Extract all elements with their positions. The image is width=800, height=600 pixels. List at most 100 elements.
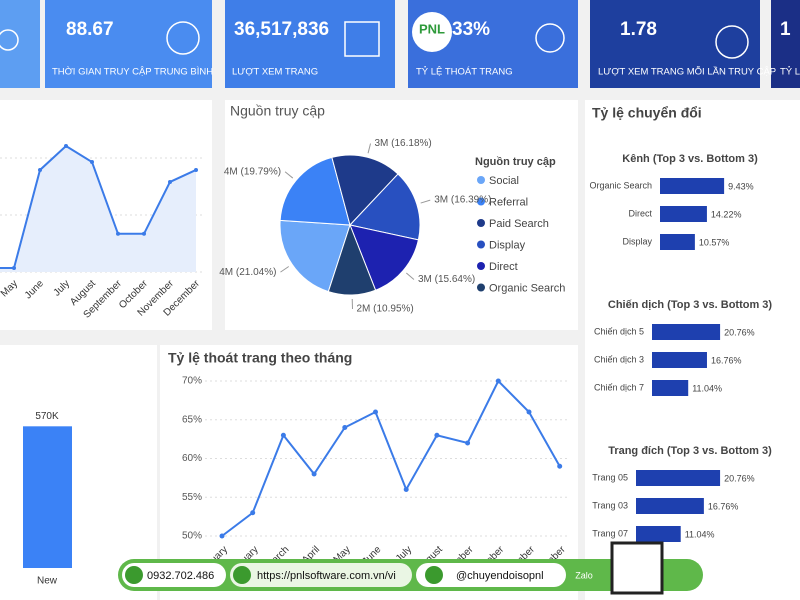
point [116, 231, 120, 236]
legend-title: Nguồn truy cập [475, 156, 556, 168]
point [280, 432, 286, 438]
row-label: Chiến dịch 5 [594, 326, 644, 336]
point [434, 432, 440, 438]
slice-label: 3M (16.18%) [375, 138, 432, 149]
leader-line [280, 266, 290, 273]
website[interactable]: https://pnlsoftware.com.vn/vi [257, 570, 396, 582]
kpi-card [771, 0, 800, 88]
point [373, 409, 378, 415]
point [250, 510, 256, 516]
kpi-card [225, 0, 395, 88]
pill [230, 563, 412, 587]
legend-label: Organic Search [489, 282, 565, 294]
x-tick-label: New [37, 576, 58, 587]
bar-label: 16.76% [708, 501, 739, 511]
slice-label: 4M (21.04%) [219, 267, 276, 278]
point [142, 231, 146, 236]
bar [652, 380, 689, 396]
kpi-card [590, 0, 760, 88]
kpi-label: TỶ LỆ THOÁT TRANG [416, 66, 513, 78]
slice-label: 3M (15.64%) [418, 274, 475, 285]
point [194, 167, 198, 172]
bar [23, 426, 72, 568]
point [90, 159, 94, 164]
point [526, 409, 532, 415]
point [168, 179, 172, 184]
slice-label: 4M (19.79%) [224, 166, 281, 177]
legend-swatch [477, 240, 485, 249]
phone-icon [125, 566, 143, 584]
group-title: Kênh (Top 3 vs. Bottom 3) [622, 153, 758, 165]
conversion-title: Tỷ lệ chuyển đổi [592, 105, 702, 121]
card [160, 345, 578, 600]
leader-line [406, 272, 415, 280]
leader-line [284, 171, 294, 179]
bar [652, 352, 707, 368]
point [465, 440, 471, 446]
pie-slice [349, 224, 419, 291]
logo [412, 12, 452, 52]
web-icon [233, 566, 251, 584]
pill [416, 563, 566, 587]
line [221, 379, 561, 537]
legend-label: Referral [489, 196, 528, 208]
pie-title: Nguồn truy cập [230, 103, 325, 119]
bar-label: 16.76% [711, 355, 742, 365]
kpi-value: 88.67 [66, 19, 114, 40]
zalo[interactable]: Zalo [575, 570, 593, 580]
legend-label: Social [489, 175, 519, 187]
legend-label: Direct [489, 261, 518, 273]
kpi-label: TỶ L [780, 66, 800, 78]
bar [660, 178, 725, 194]
point [64, 144, 68, 149]
pill [122, 563, 226, 587]
logo-text: PNL [419, 21, 445, 36]
point [342, 425, 348, 430]
bar-label: 570K [35, 411, 59, 422]
y-tick-label: 65% [182, 414, 202, 425]
line-title: Tỷ lệ thoát trang theo tháng [168, 350, 352, 366]
bar [660, 206, 707, 222]
kpi-value: 36,517,836 [234, 19, 329, 40]
y-tick-label: 60% [182, 453, 202, 464]
point [311, 471, 317, 477]
legend-swatch [477, 219, 485, 227]
row-label: Chiến dịch 3 [594, 354, 644, 364]
pie-slice [279, 156, 351, 226]
social[interactable]: @chuyendoisopnl [456, 570, 544, 582]
group-title: Trang đích (Top 3 vs. Bottom 3) [608, 445, 772, 457]
bar [652, 324, 721, 340]
kpi-label: LƯỢT XEM TRANG MỖI LẦN TRUY CẬP [598, 66, 776, 78]
row-label: Trang 05 [592, 472, 628, 482]
row-label: Chiến dịch 7 [594, 382, 644, 392]
footer: 0932.702.486 https://pnlsoftware.com.vn/… [118, 541, 703, 595]
kpi-label: THỜI GIAN TRUY CẬP TRUNG BÌNH [52, 67, 213, 78]
slice-label: 3M (16.39%) [434, 195, 491, 206]
legend-swatch [477, 262, 485, 270]
kpi-value: 33% [452, 19, 490, 40]
bar-label: 20.76% [724, 473, 755, 483]
area-fill [0, 146, 196, 272]
point [403, 487, 409, 492]
row-label: Display [622, 236, 652, 246]
y-tick-label: 55% [182, 492, 202, 503]
kpi-card [45, 0, 212, 88]
point [38, 167, 42, 172]
row-label: Trang 03 [592, 500, 628, 510]
bar [636, 470, 721, 486]
legend-swatch [477, 176, 485, 184]
fb-icon [425, 566, 443, 584]
kpi-card [0, 0, 40, 88]
legend-swatch [477, 197, 485, 206]
point [219, 533, 225, 539]
phone[interactable]: 0932.702.486 [147, 570, 214, 582]
y-tick-label: 50% [182, 531, 202, 542]
bar [636, 526, 681, 542]
point [557, 463, 563, 469]
bar [636, 498, 704, 514]
legend-swatch [477, 283, 485, 292]
row-label: Organic Search [589, 180, 652, 190]
bar-label: 20.76% [724, 327, 755, 337]
legend-label: Display [489, 239, 526, 251]
